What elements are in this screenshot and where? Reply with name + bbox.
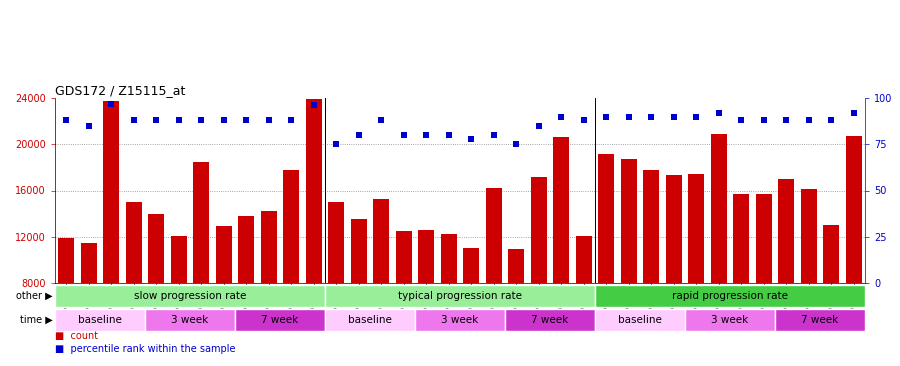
Bar <box>418 230 434 283</box>
Bar <box>621 159 636 283</box>
Bar <box>126 202 141 283</box>
Bar <box>351 219 366 283</box>
Bar <box>306 99 321 283</box>
Bar <box>505 309 595 331</box>
Bar <box>104 101 119 283</box>
Text: slow progression rate: slow progression rate <box>134 291 247 301</box>
Text: baseline: baseline <box>78 315 122 325</box>
Bar <box>824 225 839 283</box>
Text: ■  count: ■ count <box>55 331 98 341</box>
Bar <box>531 177 546 283</box>
Bar <box>284 170 299 283</box>
Bar <box>171 236 186 283</box>
Bar <box>685 309 775 331</box>
Bar <box>595 285 865 307</box>
Bar <box>688 174 704 283</box>
Bar <box>554 137 569 283</box>
Bar <box>441 235 456 283</box>
Text: 7 week: 7 week <box>531 315 569 325</box>
Bar <box>328 202 344 283</box>
Bar <box>238 216 254 283</box>
Text: typical progression rate: typical progression rate <box>398 291 522 301</box>
Bar <box>374 199 389 283</box>
Text: time ▶: time ▶ <box>20 315 52 325</box>
Bar <box>216 226 231 283</box>
Bar <box>58 238 74 283</box>
Bar <box>194 162 209 283</box>
Bar <box>325 285 595 307</box>
Bar <box>595 309 685 331</box>
Bar <box>261 211 276 283</box>
Bar <box>598 153 614 283</box>
Bar <box>235 309 325 331</box>
Bar <box>55 309 145 331</box>
Bar <box>464 248 479 283</box>
Bar <box>145 309 235 331</box>
Text: GDS172 / Z15115_at: GDS172 / Z15115_at <box>55 84 185 97</box>
Bar <box>756 194 771 283</box>
Bar <box>486 188 501 283</box>
Text: 7 week: 7 week <box>261 315 299 325</box>
Text: other ▶: other ▶ <box>15 291 52 301</box>
Bar <box>576 236 591 283</box>
Bar <box>55 285 325 307</box>
Bar <box>666 175 681 283</box>
Bar <box>148 214 164 283</box>
Text: 3 week: 3 week <box>441 315 479 325</box>
Bar <box>644 170 659 283</box>
Text: 3 week: 3 week <box>711 315 749 325</box>
Bar <box>846 136 861 283</box>
Bar <box>711 134 726 283</box>
Bar <box>778 179 794 283</box>
Text: baseline: baseline <box>348 315 392 325</box>
Bar <box>801 189 816 283</box>
Text: baseline: baseline <box>618 315 662 325</box>
Bar <box>81 243 96 283</box>
Bar <box>734 194 749 283</box>
Bar <box>775 309 865 331</box>
Bar <box>415 309 505 331</box>
Bar <box>396 231 411 283</box>
Bar <box>508 250 524 283</box>
Text: rapid progression rate: rapid progression rate <box>672 291 788 301</box>
Text: 7 week: 7 week <box>801 315 839 325</box>
Bar <box>325 309 415 331</box>
Text: 3 week: 3 week <box>171 315 209 325</box>
Text: ■  percentile rank within the sample: ■ percentile rank within the sample <box>55 344 236 354</box>
